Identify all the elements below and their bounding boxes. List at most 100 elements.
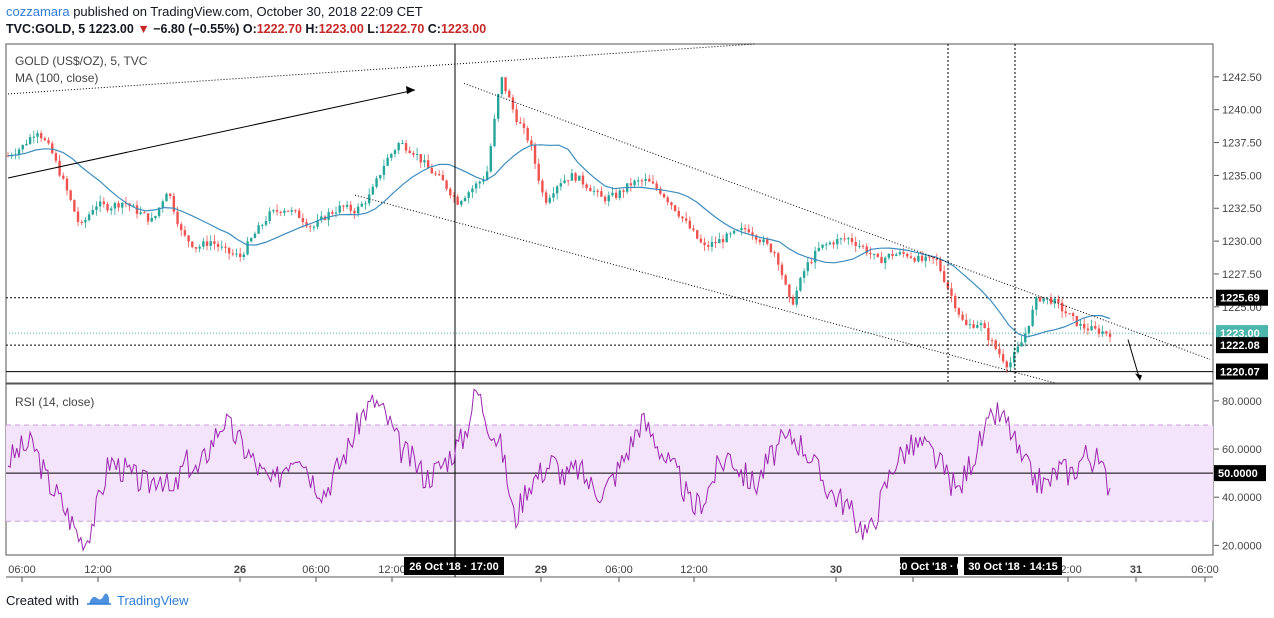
candle-body bbox=[965, 319, 968, 326]
rsi-axis-label: 20.0000 bbox=[1222, 540, 1262, 552]
candle-body bbox=[839, 238, 843, 240]
candle-body bbox=[161, 201, 164, 208]
candle-body bbox=[371, 186, 375, 195]
candle-body bbox=[777, 253, 780, 265]
candle-body bbox=[172, 196, 176, 212]
candle-body bbox=[714, 242, 717, 244]
candle-body bbox=[854, 242, 857, 246]
candle-body bbox=[467, 192, 470, 198]
author-link[interactable]: cozzamara bbox=[6, 4, 70, 19]
candle-body bbox=[743, 227, 747, 230]
candle-body bbox=[51, 143, 54, 154]
candle-body bbox=[924, 256, 927, 261]
candle-body bbox=[681, 216, 684, 219]
low-value: 1222.70 bbox=[379, 22, 425, 36]
candle-body bbox=[1012, 352, 1016, 363]
candle-body bbox=[832, 242, 835, 245]
time-axis-label: 12:00 bbox=[680, 564, 708, 576]
time-axis-label: 12:00 bbox=[378, 564, 406, 576]
candle-body bbox=[419, 154, 422, 163]
candle-body bbox=[552, 193, 555, 198]
candle-body bbox=[356, 206, 360, 214]
high-label: H: bbox=[305, 22, 319, 36]
candle-body bbox=[275, 210, 279, 212]
candle-body bbox=[850, 238, 854, 243]
candle-body bbox=[272, 210, 275, 212]
candle-body bbox=[522, 123, 526, 128]
candle-body bbox=[754, 235, 758, 240]
moving-average-line bbox=[7, 144, 1111, 338]
candle-body bbox=[364, 203, 367, 205]
rsi-axis-label: 40.0000 bbox=[1222, 492, 1262, 504]
candle-body bbox=[891, 253, 894, 256]
candle-body bbox=[1035, 297, 1038, 310]
candle-body bbox=[817, 247, 821, 251]
candle-body bbox=[202, 241, 205, 247]
candle-body bbox=[367, 194, 371, 204]
candle-body bbox=[666, 197, 669, 203]
candle-body bbox=[876, 253, 880, 257]
candle-body bbox=[747, 229, 751, 233]
candle-body bbox=[180, 224, 183, 231]
candle-body bbox=[810, 262, 813, 264]
candle-body bbox=[154, 215, 157, 218]
candle-body bbox=[629, 183, 633, 186]
candle-body bbox=[1046, 297, 1049, 299]
candle-body bbox=[84, 219, 87, 223]
candle-body bbox=[264, 221, 268, 225]
candle-body bbox=[261, 224, 264, 226]
candle-body bbox=[574, 173, 577, 181]
candle-body bbox=[530, 140, 533, 145]
candle-body bbox=[600, 191, 603, 197]
candle-body bbox=[309, 226, 312, 228]
candle-body bbox=[320, 216, 323, 221]
forecast-arrow-head bbox=[1135, 373, 1142, 381]
candle-body bbox=[150, 217, 153, 222]
candle-body bbox=[578, 175, 581, 181]
candle-body bbox=[139, 212, 142, 214]
tradingview-brand-link[interactable]: TradingView bbox=[116, 593, 189, 608]
candle-body bbox=[1068, 313, 1071, 315]
close-value: 1223.00 bbox=[440, 22, 487, 36]
candle-body bbox=[1060, 302, 1064, 312]
candle-body bbox=[607, 195, 610, 202]
time-cursor-tag bbox=[900, 557, 958, 575]
candle-body bbox=[327, 212, 330, 220]
price-pane-title: GOLD (US$/OZ), 5, TVC bbox=[15, 54, 148, 68]
candle-body bbox=[673, 205, 677, 211]
candle-body bbox=[515, 109, 518, 123]
time-cursor-tag bbox=[404, 557, 504, 575]
candle-body bbox=[909, 256, 913, 258]
candle-body bbox=[342, 205, 345, 207]
candle-body bbox=[191, 241, 194, 248]
candle-body bbox=[121, 202, 124, 208]
candle-body bbox=[1001, 354, 1005, 362]
price-axis-label: 1240.00 bbox=[1222, 105, 1262, 117]
candle-body bbox=[563, 180, 566, 184]
candle-body bbox=[813, 250, 817, 263]
candle-body bbox=[286, 210, 290, 212]
rsi-value-tag bbox=[1214, 465, 1266, 482]
candle-body bbox=[500, 77, 504, 95]
time-axis-label: 30 bbox=[830, 564, 842, 576]
candle-body bbox=[69, 190, 72, 200]
candle-body bbox=[861, 245, 865, 247]
channel-upper-line bbox=[463, 82, 1211, 360]
candle-body bbox=[950, 288, 953, 296]
footer: Created with TradingView bbox=[6, 592, 189, 609]
candle-body bbox=[968, 324, 972, 326]
candle-body bbox=[637, 180, 640, 182]
time-axis-label: 31 bbox=[1130, 564, 1142, 576]
candle-body bbox=[677, 210, 680, 217]
candle-body bbox=[213, 241, 216, 244]
candle-body bbox=[791, 297, 795, 305]
created-with-text: Created with bbox=[6, 593, 79, 608]
candle-body bbox=[821, 244, 824, 248]
candle-body bbox=[482, 180, 485, 182]
candle-body bbox=[603, 196, 607, 202]
candle-body bbox=[662, 193, 666, 198]
candle-body bbox=[349, 204, 352, 211]
candle-body bbox=[1086, 328, 1090, 331]
candle-body bbox=[279, 211, 282, 213]
